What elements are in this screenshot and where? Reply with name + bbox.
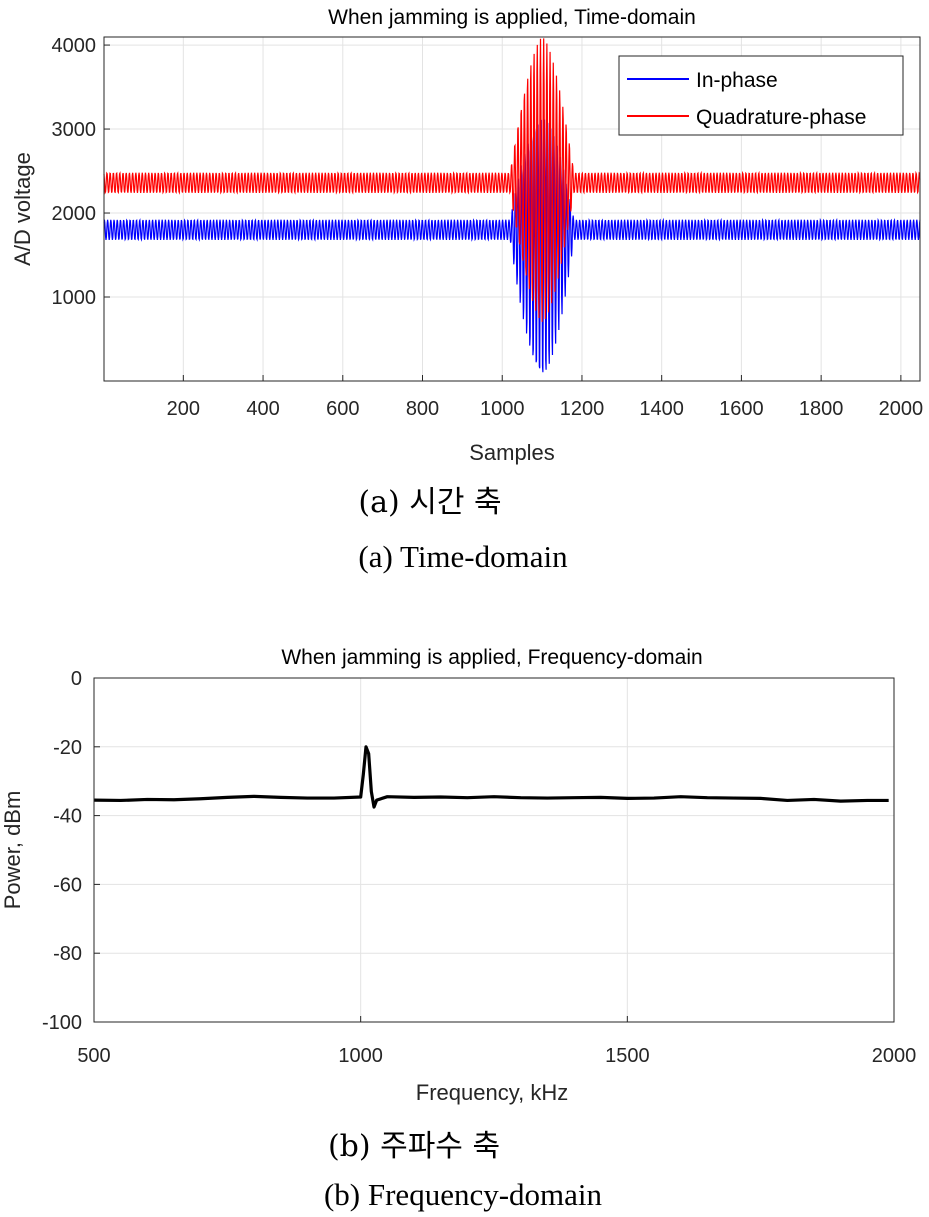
y-tick-label: -100 [42,1012,82,1034]
y-tick-label: -20 [53,737,82,759]
x-tick-label: 200 [167,398,200,420]
x-tick-label: 1500 [605,1045,650,1067]
y-axis-label: A/D voltage [10,152,35,266]
legend: In-phase Quadrature-phase [618,55,904,136]
series-line-quadrature [103,38,921,322]
x-tick-label: 400 [246,398,279,420]
plot-frame [93,677,895,1023]
caption-english: (b) Frequency-domain [324,1177,603,1212]
x-tick-label: 1200 [560,398,605,420]
caption-english: (a) Time-domain [358,539,568,574]
legend-box [618,55,904,136]
x-tick-label: 1600 [719,398,764,420]
x-tick-label: 1000 [338,1045,383,1067]
time-domain-chart: When jamming is applied, Time-domain 200… [10,6,923,574]
x-axis-label: Frequency, kHz [416,1080,568,1105]
legend-label-quadrature: Quadrature-phase [696,106,866,129]
y-axis-label: Power, dBm [0,791,25,910]
x-tick-label: 500 [77,1045,110,1067]
x-tick-label: 1000 [480,398,525,420]
y-tick-label: -60 [53,874,82,896]
x-axis-label: Samples [469,440,555,465]
x-tick-label: 600 [326,398,359,420]
x-tick-label: 800 [406,398,439,420]
x-tick-label: 1400 [639,398,684,420]
plot-frame [103,36,921,382]
x-tick-label: 1800 [799,398,844,420]
y-tick-label: -80 [53,943,82,965]
series-line-power [93,745,889,809]
caption-korean: (b) 주파수 축 [328,1129,500,1164]
y-tick-label: 1000 [52,287,97,309]
caption-korean: (a) 시간 축 [358,485,501,520]
x-tick-label: 2000 [872,1045,917,1067]
legend-label-in-phase: In-phase [696,69,778,92]
chart-title: When jamming is applied, Time-domain [328,6,696,29]
y-tick-label: 2000 [52,203,97,225]
series-line-in-phase [103,119,921,373]
y-tick-label: 3000 [52,119,97,141]
y-tick-label: -40 [53,806,82,828]
y-tick-label: 0 [71,668,82,690]
x-tick-label: 2000 [879,398,924,420]
chart-title: When jamming is applied, Frequency-domai… [281,646,702,669]
frequency-domain-chart: When jamming is applied, Frequency-domai… [0,646,916,1212]
y-tick-label: 4000 [52,35,97,57]
